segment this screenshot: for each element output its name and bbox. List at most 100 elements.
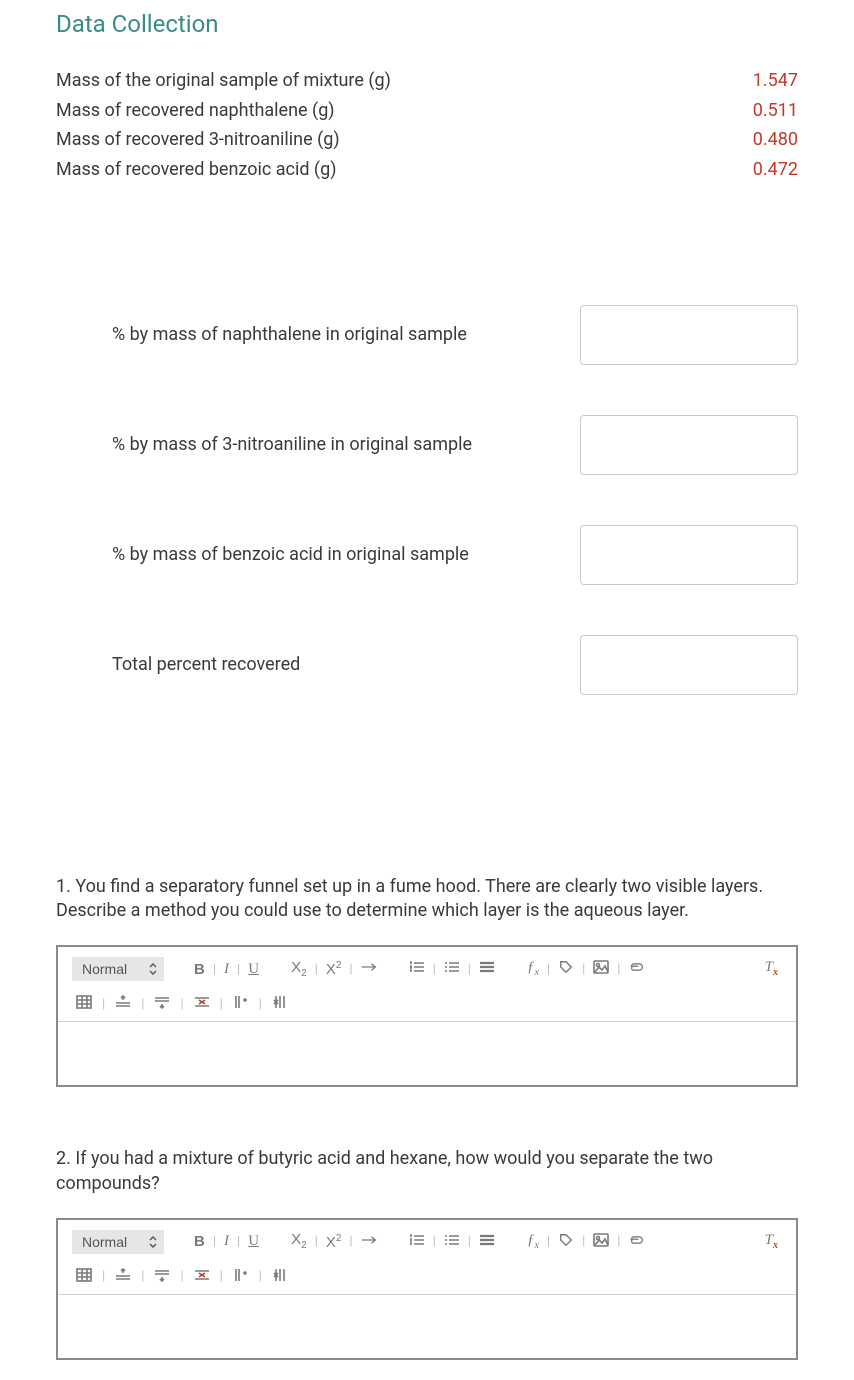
table-icon xyxy=(76,1268,92,1282)
ordered-list-button[interactable] xyxy=(405,958,429,980)
image-button[interactable] xyxy=(589,1231,613,1253)
subscript-button[interactable]: X2 xyxy=(287,958,311,981)
separator: | xyxy=(615,962,622,977)
row-after-button[interactable] xyxy=(150,1266,174,1288)
data-label: Mass of recovered naphthalene (g) xyxy=(56,96,335,126)
separator: | xyxy=(615,1234,622,1249)
col-button[interactable] xyxy=(229,993,253,1015)
attachment-button[interactable] xyxy=(624,958,648,980)
rich-text-editor: Normal B | I | U X2 | X2 | xyxy=(56,945,798,1087)
separator: | xyxy=(211,962,218,977)
question-text: 1. You find a separatory funnel set up i… xyxy=(56,875,798,924)
separator: | xyxy=(431,962,438,977)
subscript-button[interactable]: X2 xyxy=(287,1230,311,1253)
input-row: Total percent recovered xyxy=(56,635,798,695)
data-value: 1.547 xyxy=(753,66,798,96)
input-label: % by mass of 3-nitroaniline in original … xyxy=(56,434,472,455)
nitroaniline-percent-input[interactable] xyxy=(580,415,798,475)
editor-toolbar: Normal B | I | U X2 | X2 | xyxy=(58,1220,796,1294)
input-label: Total percent recovered xyxy=(56,654,300,675)
arrow-right-icon xyxy=(361,1233,377,1247)
image-icon xyxy=(593,1233,609,1247)
align-icon xyxy=(479,960,495,974)
style-select-wrap[interactable]: Normal xyxy=(72,1230,164,1254)
ordered-list-button[interactable] xyxy=(405,1231,429,1253)
underline-button[interactable]: U xyxy=(244,1232,263,1251)
data-row: Mass of recovered naphthalene (g) 0.511 xyxy=(56,96,798,126)
arrow-right-icon xyxy=(361,960,377,974)
separator: | xyxy=(178,997,185,1012)
superscript-button[interactable]: X2 xyxy=(322,1232,346,1252)
table-button[interactable] xyxy=(72,993,96,1015)
superscript-button[interactable]: X2 xyxy=(322,959,346,979)
attachment-icon xyxy=(628,1233,644,1247)
input-label: % by mass of naphthalene in original sam… xyxy=(56,324,467,345)
row-before-button[interactable] xyxy=(111,993,135,1015)
unordered-list-icon xyxy=(444,960,460,974)
clear-format-button[interactable]: Tx xyxy=(761,1231,782,1253)
data-row: Mass of recovered 3-nitroaniline (g) 0.4… xyxy=(56,125,798,155)
underline-button[interactable]: U xyxy=(244,960,263,979)
formula-button[interactable]: ƒx xyxy=(523,1231,543,1253)
delete-col-icon xyxy=(272,995,288,1009)
data-row: Mass of the original sample of mixture (… xyxy=(56,66,798,96)
arrow-button[interactable] xyxy=(357,958,381,980)
row-before-icon xyxy=(115,1268,131,1282)
ordered-list-icon xyxy=(409,960,425,974)
clear-format-button[interactable]: Tx xyxy=(761,958,782,980)
row-after-icon xyxy=(154,995,170,1009)
delete-row-button[interactable] xyxy=(190,993,214,1015)
tag-icon xyxy=(558,960,574,974)
separator: | xyxy=(257,1269,264,1284)
data-value: 0.472 xyxy=(753,155,798,185)
bold-button[interactable]: B xyxy=(190,1232,209,1251)
editor-body[interactable] xyxy=(58,1021,796,1085)
naphthalene-percent-input[interactable] xyxy=(580,305,798,365)
data-label: Mass of recovered 3-nitroaniline (g) xyxy=(56,125,340,155)
input-label: % by mass of benzoic acid in original sa… xyxy=(56,544,469,565)
style-select[interactable]: Normal xyxy=(72,957,164,981)
separator: | xyxy=(313,962,320,977)
tag-button[interactable] xyxy=(554,1231,578,1253)
benzoic-acid-percent-input[interactable] xyxy=(580,525,798,585)
bold-button[interactable]: B xyxy=(190,960,209,979)
separator: | xyxy=(235,1234,242,1249)
separator: | xyxy=(347,962,354,977)
delete-col-icon xyxy=(272,1268,288,1282)
align-button[interactable] xyxy=(475,958,499,980)
separator: | xyxy=(218,997,225,1012)
question-block: 1. You find a separatory funnel set up i… xyxy=(56,875,798,1088)
delete-col-button[interactable] xyxy=(268,993,292,1015)
separator: | xyxy=(139,997,146,1012)
table-button[interactable] xyxy=(72,1266,96,1288)
style-select[interactable]: Normal xyxy=(72,1230,164,1254)
delete-row-button[interactable] xyxy=(190,1266,214,1288)
delete-row-icon xyxy=(194,995,210,1009)
style-select-wrap[interactable]: Normal xyxy=(72,957,164,981)
editor-body[interactable] xyxy=(58,1294,796,1358)
rich-text-editor: Normal B | I | U X2 | X2 | xyxy=(56,1218,798,1360)
data-value: 0.480 xyxy=(753,125,798,155)
total-percent-input[interactable] xyxy=(580,635,798,695)
attachment-button[interactable] xyxy=(624,1231,648,1253)
italic-button[interactable]: I xyxy=(220,960,233,979)
arrow-button[interactable] xyxy=(357,1231,381,1253)
separator: | xyxy=(545,962,552,977)
image-button[interactable] xyxy=(589,958,613,980)
align-button[interactable] xyxy=(475,1231,499,1253)
italic-button[interactable]: I xyxy=(220,1232,233,1251)
formula-button[interactable]: ƒx xyxy=(523,958,543,980)
delete-col-button[interactable] xyxy=(268,1266,292,1288)
input-row: % by mass of naphthalene in original sam… xyxy=(56,305,798,365)
unordered-list-button[interactable] xyxy=(440,1231,464,1253)
separator: | xyxy=(100,1269,107,1284)
separator: | xyxy=(431,1234,438,1249)
unordered-list-button[interactable] xyxy=(440,958,464,980)
row-before-button[interactable] xyxy=(111,1266,135,1288)
separator: | xyxy=(347,1234,354,1249)
data-value: 0.511 xyxy=(753,96,798,126)
separator: | xyxy=(313,1234,320,1249)
row-after-button[interactable] xyxy=(150,993,174,1015)
col-button[interactable] xyxy=(229,1266,253,1288)
tag-button[interactable] xyxy=(554,958,578,980)
